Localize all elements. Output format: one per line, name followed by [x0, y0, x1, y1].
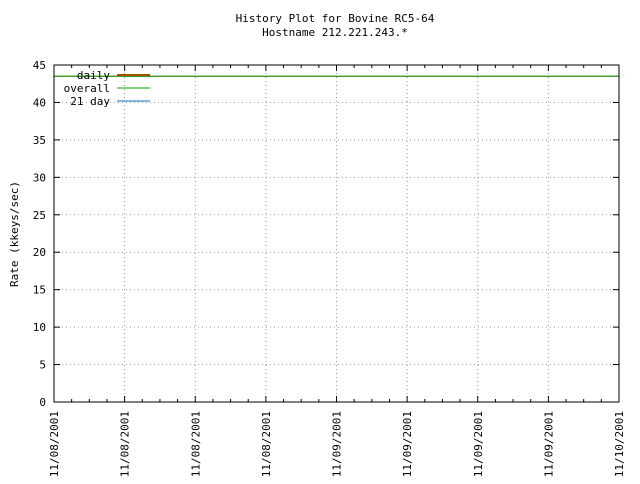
x-tick-label: 11/09/2001 — [331, 411, 344, 477]
x-tick-label: 11/08/2001 — [260, 411, 273, 477]
tick-layer: 0 5 10 15 20 25 30 35 40 45 11/08/2001 11/08/2001 11… — [33, 59, 626, 477]
y-tick-label: 5 — [39, 359, 46, 372]
y-tick-label: 40 — [33, 96, 46, 109]
y-tick-label: 45 — [33, 59, 46, 72]
grid-layer — [54, 65, 619, 402]
y-tick-label: 0 — [39, 396, 46, 409]
y-tick-label: 15 — [33, 284, 46, 297]
legend-label: overall — [64, 82, 110, 95]
x-tick-label: 11/10/2001 — [613, 411, 626, 477]
x-tick-label: 11/08/2001 — [119, 411, 132, 477]
x-tick-label: 11/09/2001 — [401, 411, 414, 477]
y-tick-label: 20 — [33, 246, 46, 259]
y-tick-label: 30 — [33, 171, 46, 184]
y-tick-label: 35 — [33, 134, 46, 147]
legend-label: 21 day — [70, 95, 110, 108]
y-tick-label: 10 — [33, 321, 46, 334]
x-tick-label: 11/08/2001 — [48, 411, 61, 477]
legend-label: daily — [77, 69, 110, 82]
x-tick-label: 11/09/2001 — [472, 411, 485, 477]
x-tick-label: 11/09/2001 — [542, 411, 555, 477]
x-tick-label: 11/08/2001 — [189, 411, 202, 477]
y-axis-label: Rate (kkeys/sec) — [8, 181, 21, 287]
chart-subtitle: Hostname 212.221.243.* — [262, 26, 408, 39]
chart-title: History Plot for Bovine RC5-64 — [236, 12, 435, 25]
y-tick-label: 25 — [33, 209, 46, 222]
